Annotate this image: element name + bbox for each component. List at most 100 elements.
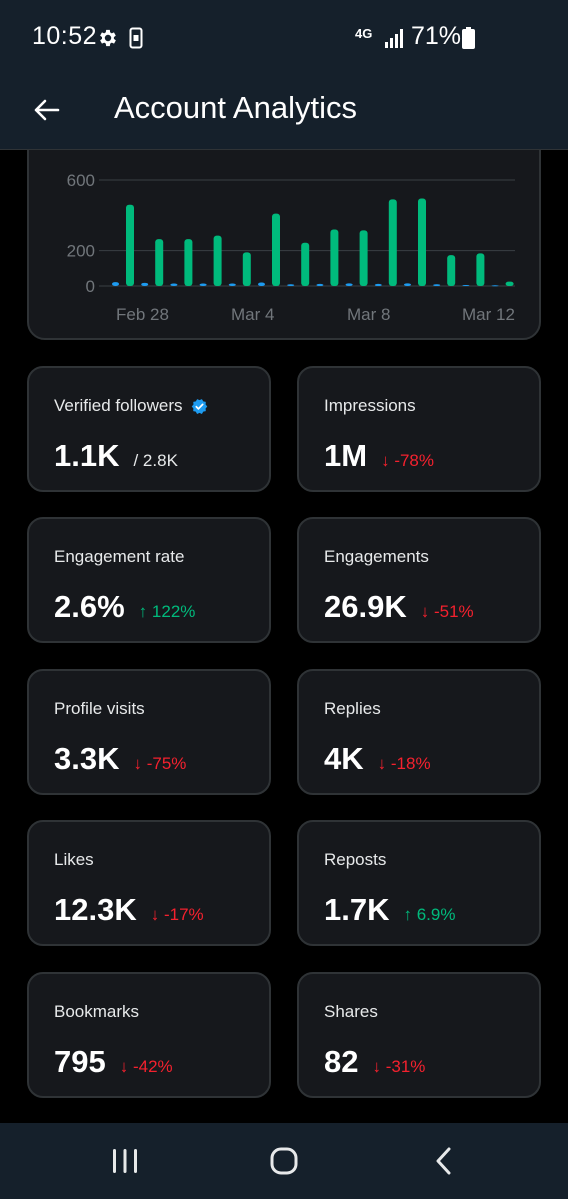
metric-value: 3.3K (54, 741, 120, 776)
metric-change: ↓ -17% (151, 905, 204, 925)
bar-secondary (141, 282, 149, 286)
metric-card[interactable]: Shares 82 ↓ -31% (297, 972, 541, 1098)
arrow-up-icon: ↑ (403, 905, 417, 924)
page-title: Account Analytics (114, 90, 357, 125)
bar-primary (418, 198, 426, 286)
metric-change: ↓ -31% (372, 1057, 425, 1077)
x-tick-label: Feb 28 (116, 305, 169, 324)
network-indicator: 4G (355, 26, 373, 41)
metric-label: Likes (54, 850, 94, 869)
arrow-down-icon: ↓ (381, 451, 395, 470)
bar-primary (330, 229, 339, 286)
metric-change-value: -51% (433, 602, 474, 621)
bar-secondary (491, 285, 499, 287)
metric-card[interactable]: Replies 4K ↓ -18% (297, 669, 541, 795)
system-back-button[interactable] (424, 1143, 464, 1179)
metric-value-row: 1M ↓ -78% (324, 438, 434, 474)
metric-card[interactable]: Engagement rate 2.6% ↑ 122% (27, 517, 271, 643)
app-bar: Account Analytics (0, 72, 568, 150)
navigation-bar (0, 1123, 568, 1199)
bar-primary (388, 199, 397, 286)
metric-label-row: Impressions (324, 396, 416, 416)
metric-change-value: -42% (132, 1057, 173, 1076)
metric-card[interactable]: Bookmarks 795 ↓ -42% (27, 972, 271, 1098)
metric-label: Engagements (324, 547, 429, 566)
status-bar: 10:52 4G 71% (0, 0, 568, 72)
metric-change-value: -17% (163, 905, 204, 924)
metric-label: Bookmarks (54, 1002, 140, 1021)
metric-card[interactable]: Likes 12.3K ↓ -17% (27, 820, 271, 946)
arrow-down-icon: ↓ (420, 602, 434, 621)
bar-secondary (433, 284, 441, 286)
metric-card[interactable]: Profile visits 3.3K ↓ -75% (27, 669, 271, 795)
metric-total: / 2.8K (133, 451, 178, 470)
arrow-down-icon: ↓ (372, 1057, 386, 1076)
metric-label: Engagement rate (54, 547, 185, 566)
bar-secondary (199, 283, 207, 286)
metric-value: 26.9K (324, 589, 407, 624)
metric-value: 1M (324, 438, 368, 473)
bar-primary (272, 213, 280, 286)
metric-card[interactable]: Reposts 1.7K ↑ 6.9% (297, 820, 541, 946)
metric-card[interactable]: Verified followers 1.1K / 2.8K (27, 366, 271, 492)
recent-apps-icon (113, 1149, 137, 1173)
metric-change-value: -78% (394, 451, 434, 470)
metric-change-value: -31% (385, 1057, 426, 1076)
metric-card[interactable]: Engagements 26.9K ↓ -51% (297, 517, 541, 643)
metric-change-value: 122% (151, 602, 196, 621)
bar-primary (213, 235, 222, 286)
bar-primary (301, 242, 310, 286)
metric-change: ↓ -18% (378, 754, 431, 774)
metric-change: ↓ -78% (381, 451, 434, 471)
bar-secondary (170, 283, 178, 286)
metric-change: ↓ -51% (421, 602, 474, 622)
metric-change-value: -75% (146, 754, 187, 773)
arrow-up-icon: ↑ (138, 602, 152, 621)
recent-apps-button[interactable] (105, 1143, 145, 1179)
metric-value: 2.6% (54, 589, 125, 624)
phone-icon (129, 27, 143, 49)
metric-value-row: 795 ↓ -42% (54, 1044, 173, 1080)
bar-secondary (462, 284, 470, 286)
metric-label-row: Shares (324, 1002, 378, 1022)
bar-primary (242, 252, 251, 286)
back-button[interactable] (26, 90, 66, 130)
metric-label-row: Likes (54, 850, 94, 870)
x-tick-label: Mar 8 (347, 305, 390, 324)
home-button[interactable] (264, 1143, 304, 1179)
bar-primary (184, 239, 193, 286)
metric-value: 1.1K (54, 438, 120, 473)
metric-label-row: Engagements (324, 547, 429, 567)
metric-change: ↑ 122% (139, 602, 196, 622)
metric-value-row: 4K ↓ -18% (324, 741, 431, 777)
bar-secondary (404, 283, 411, 286)
metric-value-row: 1.1K / 2.8K (54, 438, 178, 474)
y-tick-label: 600 (67, 171, 95, 190)
x-tick-label: Mar 4 (231, 305, 274, 324)
metric-value: 4K (324, 741, 364, 776)
gear-icon (100, 29, 116, 47)
y-tick-label: 0 (86, 277, 95, 296)
metric-value-row: 26.9K ↓ -51% (324, 589, 474, 625)
y-tick-label: 200 (67, 242, 95, 261)
bar-secondary (374, 283, 382, 286)
home-icon (270, 1147, 298, 1175)
bar-secondary (258, 282, 265, 286)
metric-label: Profile visits (54, 699, 145, 718)
back-icon (436, 1147, 451, 1175)
battery-percent: 71% (411, 22, 462, 50)
metric-value: 1.7K (324, 892, 390, 927)
verified-badge-icon (191, 398, 207, 414)
bar-primary (155, 239, 164, 286)
bar-primary (359, 230, 368, 286)
bar-primary (476, 253, 485, 286)
metric-card[interactable]: Impressions 1M ↓ -78% (297, 366, 541, 492)
metric-value-row: 82 ↓ -31% (324, 1044, 425, 1080)
metric-value: 82 (324, 1044, 359, 1079)
metric-label: Impressions (324, 396, 416, 415)
bar-secondary (112, 282, 119, 286)
metric-value-row: 1.7K ↑ 6.9% (324, 892, 455, 928)
bar-secondary (345, 283, 353, 286)
bar-secondary (316, 283, 324, 286)
status-time: 10:52 (32, 22, 98, 50)
